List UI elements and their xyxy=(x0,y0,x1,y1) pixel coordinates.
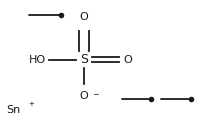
Text: HO: HO xyxy=(29,55,46,65)
Text: +: + xyxy=(29,101,35,107)
Text: O: O xyxy=(80,12,88,22)
Text: Sn: Sn xyxy=(7,106,21,115)
Text: −: − xyxy=(92,90,99,99)
Text: O: O xyxy=(124,55,133,65)
Text: S: S xyxy=(80,53,88,66)
Text: O: O xyxy=(80,91,88,101)
